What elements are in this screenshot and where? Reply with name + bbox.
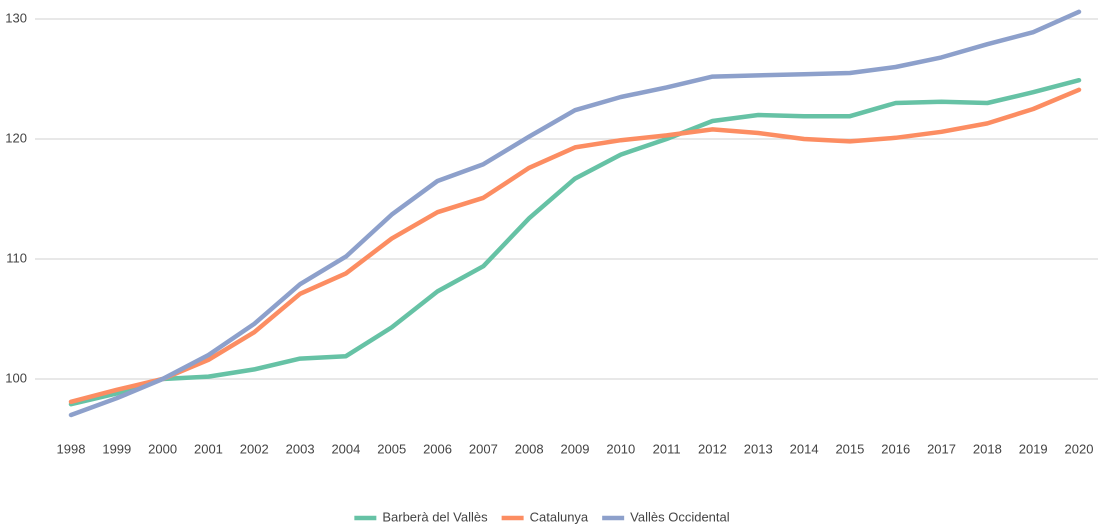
x-tick-label: 2006 <box>423 441 452 456</box>
x-tick-label: 2001 <box>194 441 223 456</box>
x-tick-label: 2013 <box>744 441 773 456</box>
x-tick-label: 2007 <box>469 441 498 456</box>
y-tick-label: 100 <box>5 370 27 385</box>
x-tick-label: 2003 <box>286 441 315 456</box>
x-tick-label: 2011 <box>653 441 681 456</box>
y-tick-label: 110 <box>6 250 27 265</box>
x-tick-label: 2002 <box>240 441 269 456</box>
x-tick-label: 2010 <box>606 441 635 456</box>
x-tick-label: 1999 <box>102 441 131 456</box>
x-tick-label: 2017 <box>927 441 956 456</box>
x-tick-label: 2016 <box>881 441 910 456</box>
x-tick-label: 2012 <box>698 441 727 456</box>
x-tick-label: 2014 <box>790 441 819 456</box>
x-tick-label: 2008 <box>515 441 544 456</box>
x-tick-label: 2019 <box>1019 441 1048 456</box>
x-tick-label: 2009 <box>561 441 590 456</box>
x-tick-label: 2018 <box>973 441 1002 456</box>
x-tick-label: 2004 <box>331 441 360 456</box>
series-line <box>68 77 1082 407</box>
series-line <box>68 87 1082 405</box>
x-tick-label: 2020 <box>1065 441 1094 456</box>
x-tick-label: 1998 <box>57 441 86 456</box>
y-tick-label: 120 <box>5 130 27 145</box>
series-line <box>68 9 1082 418</box>
legend-label: Barberà del Vallès <box>382 509 488 524</box>
x-tick-label: 2000 <box>148 441 177 456</box>
legend-label: Vallès Occidental <box>630 509 730 524</box>
y-tick-label: 130 <box>5 10 27 25</box>
x-tick-label: 2005 <box>377 441 406 456</box>
x-tick-label: 2015 <box>835 441 864 456</box>
legend-label: Catalunya <box>530 509 589 524</box>
